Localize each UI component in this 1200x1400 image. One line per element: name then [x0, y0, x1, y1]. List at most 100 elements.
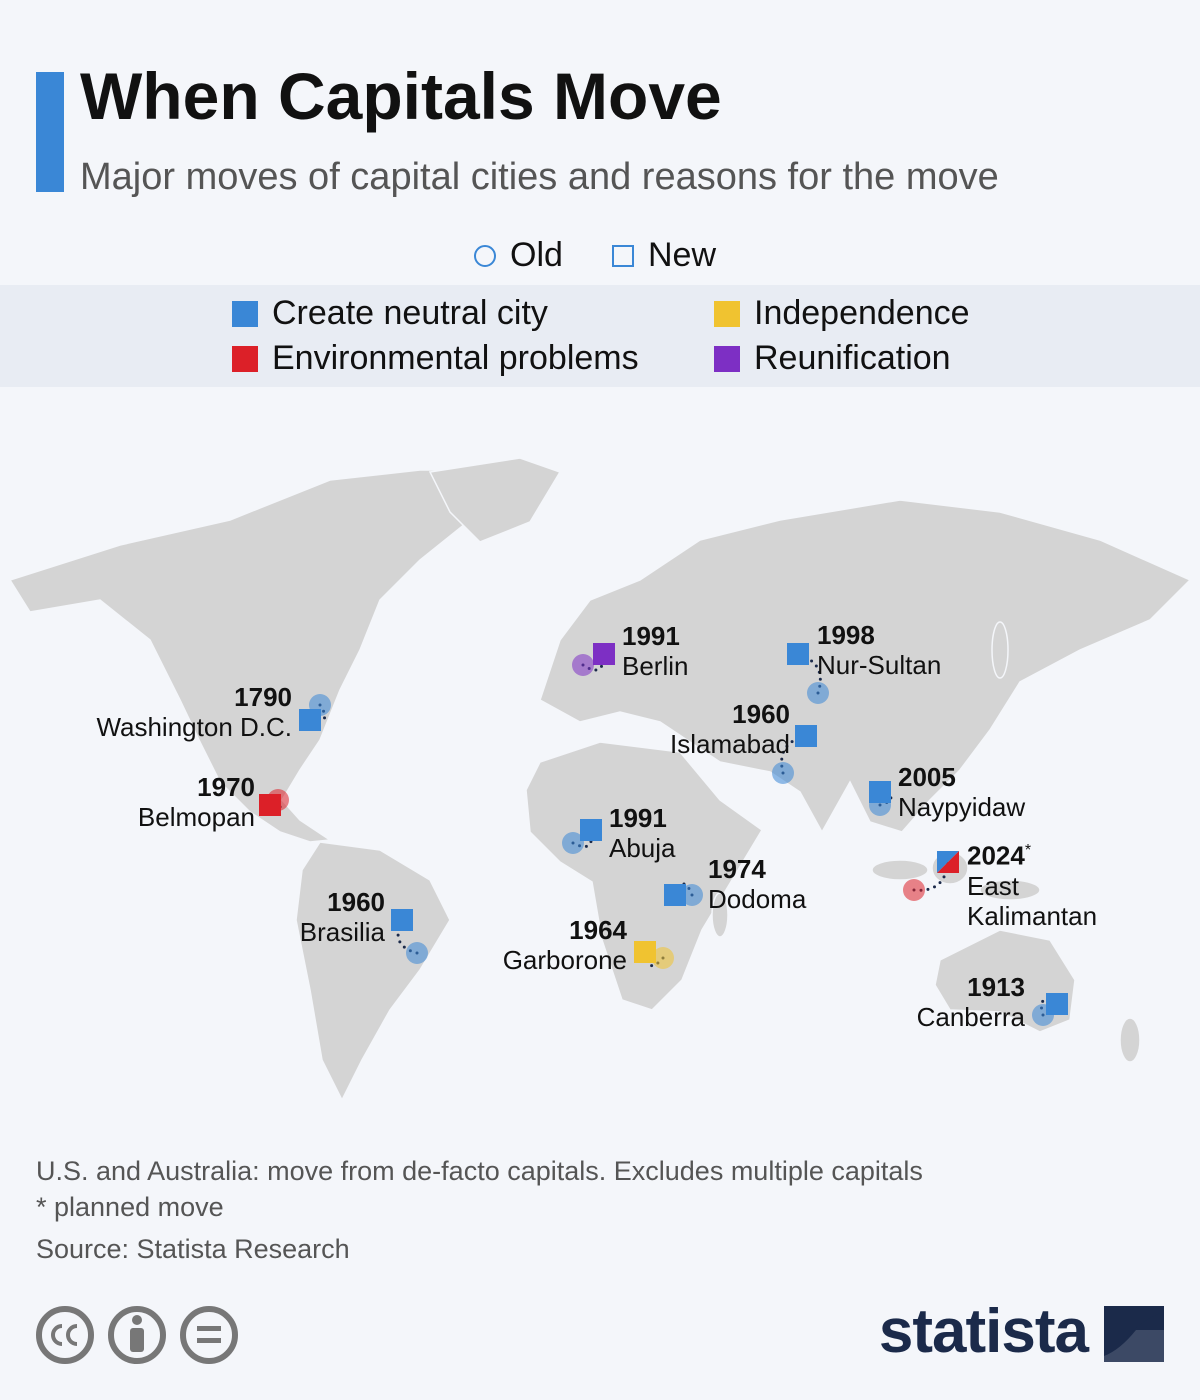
- capital-move: [787, 643, 829, 704]
- new-location: [787, 643, 809, 665]
- old-location: [562, 832, 584, 854]
- legend-item: Reunification: [714, 339, 951, 378]
- year: 2024*: [967, 836, 1137, 871]
- year: 1970: [138, 772, 255, 802]
- city-name: Naypyidaw: [898, 792, 1026, 822]
- old-location: [772, 762, 794, 784]
- capital-label: 1991 Berlin: [622, 621, 688, 681]
- new-location: [795, 725, 817, 747]
- city-name: Nur-Sultan: [817, 650, 942, 680]
- capital-label: 1960 Islamabad: [670, 699, 790, 759]
- capital-move: [903, 851, 959, 901]
- year: 1790: [96, 682, 292, 712]
- city-name: Islamabad: [670, 729, 790, 759]
- new-location: [869, 781, 891, 803]
- city-name: Washington D.C.: [96, 712, 292, 742]
- legend-swatch: [232, 300, 258, 327]
- capital-move: [869, 781, 893, 816]
- year-value: 1913: [967, 972, 1025, 1002]
- legend-label: Create neutral city: [272, 294, 548, 332]
- move-path: [1039, 998, 1059, 1017]
- subtitle: Major moves of capital cities and reason…: [80, 156, 999, 198]
- year: 2005: [898, 762, 1025, 792]
- old-location: [572, 654, 594, 676]
- legend-swatch: [714, 300, 740, 327]
- city-name: Berlin: [622, 651, 689, 681]
- legend-label: Environmental problems: [272, 339, 639, 377]
- city-name: Brasilia: [299, 917, 385, 947]
- year-value: 1970: [197, 772, 255, 802]
- old-location: [406, 942, 428, 964]
- new-location: [664, 884, 686, 906]
- year: 1964: [503, 915, 627, 945]
- capital-move: [772, 725, 817, 784]
- new-location: [634, 941, 656, 963]
- legend-swatch: [232, 345, 258, 372]
- legend-item: Old: [474, 236, 563, 275]
- year: 1960: [300, 887, 385, 917]
- title: When Capitals Move: [80, 59, 722, 133]
- capital-label: 1790 Washington D.C.: [96, 682, 292, 742]
- capital-label: 1998 Nur-Sultan: [817, 620, 941, 680]
- year: 1974: [708, 854, 806, 884]
- new-location: [937, 851, 959, 873]
- capital-move: [562, 819, 602, 854]
- brand: statista: [878, 1297, 1089, 1366]
- year: 1998: [817, 620, 941, 650]
- old-location: [807, 682, 829, 704]
- capital-move: [299, 694, 331, 731]
- legend-item: Environmental problems: [232, 339, 639, 378]
- capital-label: 1960 Brasilia: [300, 887, 385, 947]
- legend-label: Old: [510, 236, 563, 274]
- old-location: [652, 947, 674, 969]
- year-value: 1974: [708, 854, 766, 884]
- year-value: 1790: [234, 682, 292, 712]
- legend-swatch: [714, 345, 740, 372]
- old-location: [903, 879, 925, 901]
- year: 1913: [917, 972, 1025, 1002]
- capital-move: [391, 909, 428, 964]
- capital-move: [572, 643, 615, 676]
- new-location: [259, 794, 281, 816]
- year-value: 1964: [569, 915, 627, 945]
- new-location: [1046, 993, 1068, 1015]
- city-name: Garborone: [502, 945, 627, 975]
- legend-item: New: [612, 236, 716, 275]
- source: Source: Statista Research: [36, 1234, 350, 1264]
- legend-band: [0, 285, 1200, 387]
- capital-label: 1991 Abuja: [609, 803, 676, 863]
- capital-move: [259, 789, 289, 816]
- year-value: 1998: [817, 620, 875, 650]
- footnote: U.S. and Australia: move from de-facto c…: [36, 1156, 923, 1186]
- new-location: [391, 909, 413, 931]
- year-value: 2005: [898, 762, 956, 792]
- capital-move: [664, 882, 703, 906]
- city-name: East Kalimantan: [967, 870, 1098, 931]
- legend-label: Independence: [754, 294, 970, 332]
- move-path: [396, 918, 419, 955]
- capital-label: 1913 Canberra: [917, 972, 1025, 1032]
- legend-icon: [612, 244, 634, 267]
- capital-label: 1964 Garborone: [503, 915, 627, 975]
- capital-label: 1970 Belmopan: [138, 772, 255, 832]
- legend-label: Reunification: [754, 339, 951, 377]
- land: [8, 457, 1192, 1102]
- city-name: Abuja: [609, 833, 676, 863]
- legend-label: New: [648, 236, 717, 274]
- year: 1991: [622, 621, 688, 651]
- city-name: Dodoma: [708, 884, 807, 914]
- city-name: Belmopan: [137, 802, 255, 832]
- footnote: * planned move: [36, 1192, 224, 1222]
- accent-bar: [36, 72, 64, 192]
- capital-move: [634, 941, 674, 969]
- year-value: 1991: [622, 621, 680, 651]
- year-value: 1960: [327, 887, 385, 917]
- year: 1991: [609, 803, 676, 833]
- footnote-mark: *: [1024, 842, 1032, 859]
- new-location: [299, 709, 321, 731]
- old-location: [681, 884, 703, 906]
- year-value: 1960: [732, 699, 790, 729]
